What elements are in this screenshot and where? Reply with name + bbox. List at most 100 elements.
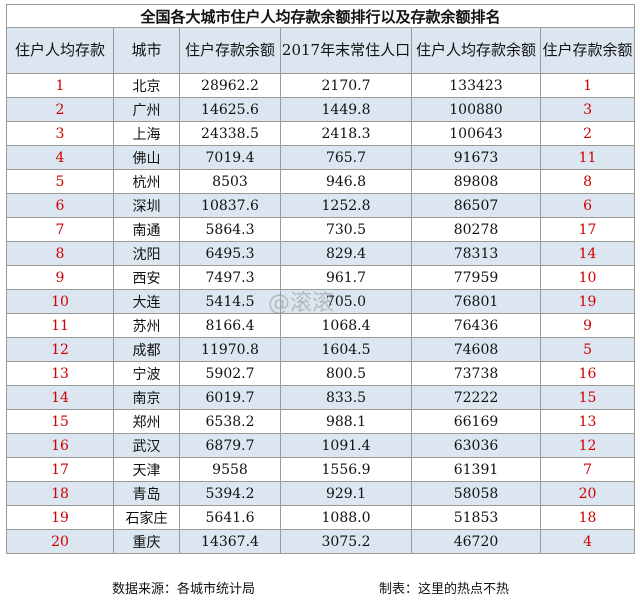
deposit-balance-cell: 11970.8 (179, 337, 281, 362)
deposit-rank-cell: 11 (539, 145, 636, 170)
table-row: 15 郑州 6538.2 988.1 66169 13 (6, 409, 636, 434)
table-row: 10 大连 5414.5 705.0 76801 19 (6, 289, 636, 314)
population-cell: 961.7 (280, 265, 412, 290)
deposit-balance-cell: 6879.7 (179, 433, 281, 458)
population-cell: 946.8 (280, 169, 412, 194)
deposit-rank-cell: 4 (539, 529, 636, 554)
city-cell: 杭州 (113, 169, 180, 194)
city-cell: 天津 (113, 457, 180, 482)
city-cell: 大连 (113, 289, 180, 314)
population-cell: 765.7 (280, 145, 412, 170)
deposit-rank-cell: 12 (539, 433, 636, 458)
population-cell: 1068.4 (280, 313, 412, 338)
deposit-rank-cell: 2 (539, 121, 636, 146)
per-capita-deposit-cell: 133423 (411, 73, 541, 98)
deposit-balance-cell: 8166.4 (179, 313, 281, 338)
per-capita-rank-cell: 8 (6, 241, 114, 266)
deposit-balance-cell: 7497.3 (179, 265, 281, 290)
header-population: 2017年末常住人口 (280, 27, 412, 74)
per-capita-deposit-cell: 51853 (411, 505, 541, 530)
header-per-capita-deposit: 住户人均存款余额 (411, 27, 541, 74)
deposit-rank-cell: 14 (539, 241, 636, 266)
table-row: 2 广州 14625.6 1449.8 100880 3 (6, 97, 636, 122)
table-row: 8 沈阳 6495.3 829.4 78313 14 (6, 241, 636, 266)
deposit-rank-cell: 15 (539, 385, 636, 410)
population-cell: 1252.8 (280, 193, 412, 218)
population-cell: 988.1 (280, 409, 412, 434)
deposit-balance-cell: 7019.4 (179, 145, 281, 170)
per-capita-rank-cell: 16 (6, 433, 114, 458)
ranking-table: 全国各大城市住户人均存款余额排行以及存款余额排名 住户人均存款 城市 住户存款余… (5, 4, 636, 554)
per-capita-rank-cell: 1 (6, 73, 114, 98)
city-cell: 南京 (113, 385, 180, 410)
per-capita-rank-cell: 6 (6, 193, 114, 218)
per-capita-deposit-cell: 66169 (411, 409, 541, 434)
header-deposit-rank: 住户存款余额 (539, 27, 636, 74)
header-row: 住户人均存款 城市 住户存款余额 2017年末常住人口 住户人均存款余额 住户存… (6, 27, 636, 74)
per-capita-deposit-cell: 61391 (411, 457, 541, 482)
city-cell: 重庆 (113, 529, 180, 554)
per-capita-deposit-cell: 100880 (411, 97, 541, 122)
footer: 数据来源：各城市统计局 制表：这里的热点不热 (6, 578, 634, 598)
deposit-rank-cell: 18 (539, 505, 636, 530)
per-capita-rank-cell: 14 (6, 385, 114, 410)
deposit-rank-cell: 3 (539, 97, 636, 122)
population-cell: 705.0 (280, 289, 412, 314)
deposit-rank-cell: 9 (539, 313, 636, 338)
table-body: 1 北京 28962.2 2170.7 133423 1 2 广州 14625.6 1449.8 1… (6, 73, 636, 554)
table-row: 12 成都 11970.8 1604.5 74608 5 (6, 337, 636, 362)
deposit-rank-cell: 10 (539, 265, 636, 290)
deposit-rank-cell: 6 (539, 193, 636, 218)
deposit-rank-cell: 19 (539, 289, 636, 314)
city-cell: 西安 (113, 265, 180, 290)
table-row: 14 南京 6019.7 833.5 72222 15 (6, 385, 636, 410)
table-row: 13 宁波 5902.7 800.5 73738 16 (6, 361, 636, 386)
deposit-rank-cell: 5 (539, 337, 636, 362)
population-cell: 1556.9 (280, 457, 412, 482)
deposit-balance-cell: 6019.7 (179, 385, 281, 410)
per-capita-rank-cell: 13 (6, 361, 114, 386)
table-row: 4 佛山 7019.4 765.7 91673 11 (6, 145, 636, 170)
table-row: 9 西安 7497.3 961.7 77959 10 (6, 265, 636, 290)
city-cell: 广州 (113, 97, 180, 122)
header-deposit-balance: 住户存款余额 (179, 27, 281, 74)
deposit-balance-cell: 6495.3 (179, 241, 281, 266)
city-cell: 郑州 (113, 409, 180, 434)
per-capita-rank-cell: 15 (6, 409, 114, 434)
per-capita-deposit-cell: 58058 (411, 481, 541, 506)
population-cell: 829.4 (280, 241, 412, 266)
per-capita-deposit-cell: 86507 (411, 193, 541, 218)
per-capita-rank-cell: 11 (6, 313, 114, 338)
population-cell: 929.1 (280, 481, 412, 506)
header-city: 城市 (113, 27, 180, 74)
per-capita-rank-cell: 20 (6, 529, 114, 554)
deposit-rank-cell: 1 (539, 73, 636, 98)
table-row: 7 南通 5864.3 730.5 80278 17 (6, 217, 636, 242)
table-row: 18 青岛 5394.2 929.1 58058 20 (6, 481, 636, 506)
deposit-balance-cell: 10837.6 (179, 193, 281, 218)
per-capita-rank-cell: 10 (6, 289, 114, 314)
deposit-balance-cell: 8503 (179, 169, 281, 194)
city-cell: 沈阳 (113, 241, 180, 266)
table-row: 17 天津 9558 1556.9 61391 7 (6, 457, 636, 482)
city-cell: 成都 (113, 337, 180, 362)
population-cell: 1088.0 (280, 505, 412, 530)
table-row: 11 苏州 8166.4 1068.4 76436 9 (6, 313, 636, 338)
deposit-balance-cell: 6538.2 (179, 409, 281, 434)
data-source-note: 数据来源：各城市统计局 (112, 582, 256, 597)
deposit-balance-cell: 5864.3 (179, 217, 281, 242)
population-cell: 2170.7 (280, 73, 412, 98)
population-cell: 3075.2 (280, 529, 412, 554)
per-capita-deposit-cell: 91673 (411, 145, 541, 170)
header-per-capita-rank: 住户人均存款 (6, 27, 114, 74)
deposit-rank-cell: 17 (539, 217, 636, 242)
table-title: 全国各大城市住户人均存款余额排行以及存款余额排名 (5, 4, 636, 28)
per-capita-deposit-cell: 80278 (411, 217, 541, 242)
deposit-balance-cell: 14367.4 (179, 529, 281, 554)
per-capita-deposit-cell: 74608 (411, 337, 541, 362)
table-row: 1 北京 28962.2 2170.7 133423 1 (6, 73, 636, 98)
deposit-balance-cell: 9558 (179, 457, 281, 482)
city-cell: 宁波 (113, 361, 180, 386)
per-capita-deposit-cell: 72222 (411, 385, 541, 410)
per-capita-rank-cell: 19 (6, 505, 114, 530)
